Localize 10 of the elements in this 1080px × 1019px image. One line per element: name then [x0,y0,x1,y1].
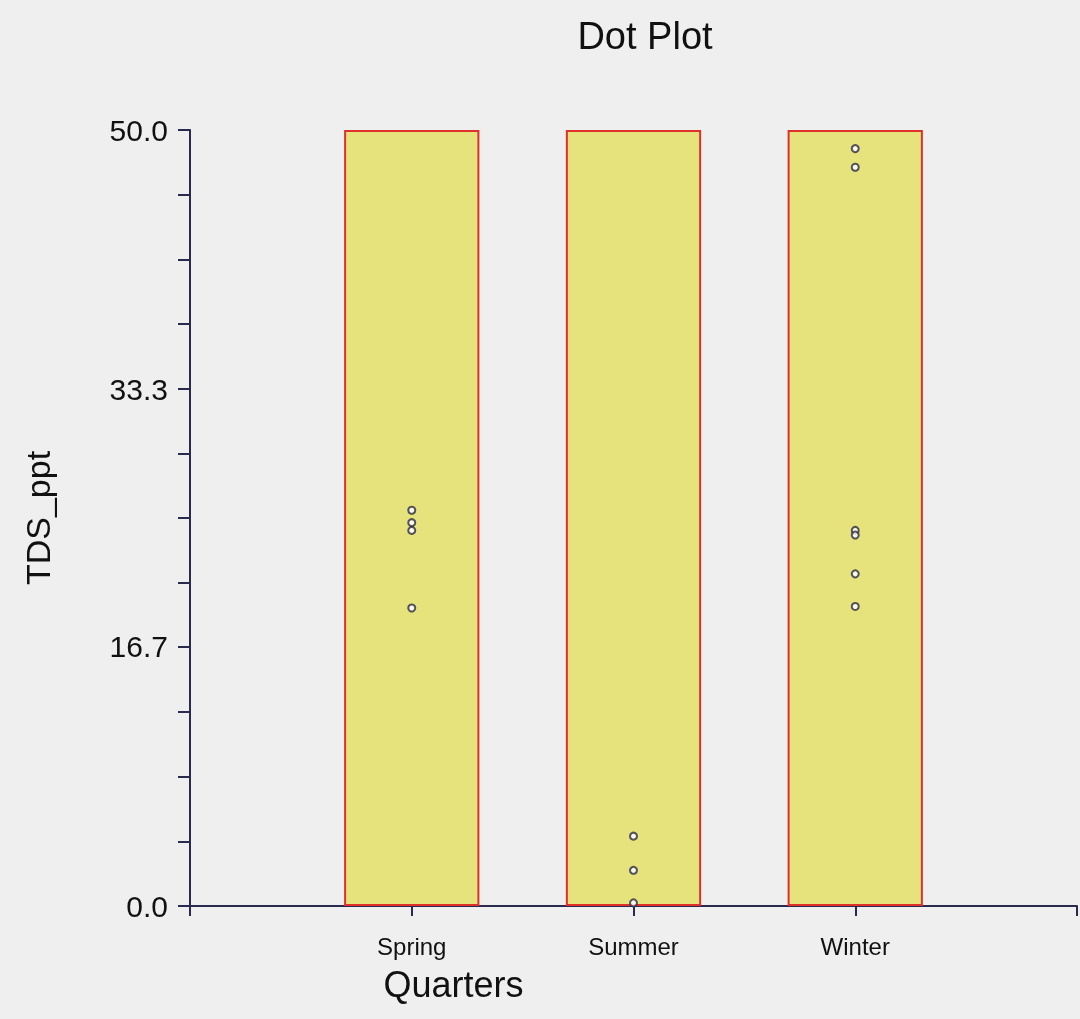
y-tick-label: 16.7 [109,630,168,664]
y-tick-label: 33.3 [109,372,168,406]
y-tick-label: 50.0 [109,113,168,147]
y-tick-label: 0.0 [126,889,168,923]
chart-title: Dot Plot [577,15,714,57]
x-axis-title: Quarters [383,963,524,1005]
x-tick-label: Spring [377,932,447,960]
y-axis-title: TDS_ppt [19,450,57,586]
x-tick-label: Winter [820,932,890,960]
x-tick-label: Summer [588,932,679,960]
